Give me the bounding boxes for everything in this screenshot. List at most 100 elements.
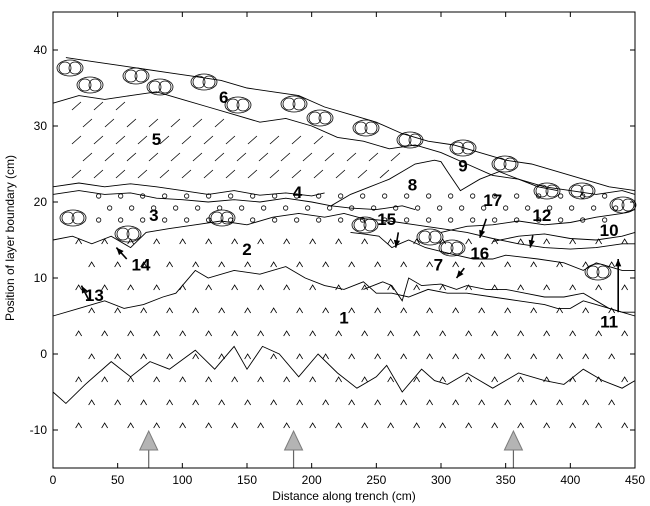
- chevron-mark: [101, 330, 108, 337]
- unit-label-14: 14: [131, 255, 150, 274]
- boundary-b1-2: [52, 266, 636, 317]
- chevron-mark: [244, 307, 251, 314]
- pebble-symbol: [354, 121, 368, 135]
- layer-boundaries: [52, 57, 636, 405]
- trefoil-symbol: [404, 193, 410, 199]
- boundary-b7-top: [350, 231, 635, 271]
- chevron-mark: [504, 307, 511, 314]
- y-tick-label: 0: [40, 347, 47, 361]
- x-tick-label: 250: [366, 473, 386, 487]
- trefoil-symbol: [536, 193, 542, 199]
- pebble-symbol: [621, 198, 635, 212]
- triangle-marker: [503, 429, 524, 451]
- pebble-outline: [56, 59, 84, 77]
- chevron-mark: [322, 399, 329, 406]
- trefoil-symbol: [613, 205, 619, 211]
- dash-mark: [291, 169, 302, 179]
- trefoil-symbol: [118, 193, 124, 199]
- x-tick-label: 150: [237, 473, 257, 487]
- pebble-symbol: [202, 75, 216, 89]
- chevron-mark: [400, 261, 407, 268]
- chevron-mark: [491, 376, 498, 383]
- trefoil-symbol: [569, 205, 575, 211]
- dash-mark: [137, 169, 148, 179]
- pebble-symbol: [611, 198, 625, 212]
- chevron-mark: [205, 238, 212, 245]
- chevron-mark: [88, 307, 95, 314]
- chevron-mark: [582, 399, 589, 406]
- chevron-mark: [192, 353, 199, 360]
- boundary-top: [65, 57, 636, 192]
- chevron-mark: [75, 284, 82, 291]
- trefoil-symbol: [602, 193, 608, 199]
- x-tick-label: 200: [302, 473, 322, 487]
- chevron-mark: [530, 261, 537, 268]
- dash-mark: [192, 118, 203, 128]
- chevron-mark: [413, 376, 420, 383]
- trefoil-symbol: [239, 205, 245, 211]
- trefoil-symbol: [514, 193, 520, 199]
- chevron-mark: [400, 399, 407, 406]
- pebble-symbol: [545, 184, 559, 198]
- pebble-symbol: [418, 230, 432, 244]
- chevron-mark: [283, 376, 290, 383]
- unit-label-17: 17: [483, 191, 502, 210]
- chevron-mark: [465, 330, 472, 337]
- triangle-marker: [138, 429, 159, 451]
- chevron-mark: [517, 330, 524, 337]
- trefoil-symbol: [492, 193, 498, 199]
- chevron-mark: [179, 238, 186, 245]
- chevron-mark: [478, 353, 485, 360]
- arrow-head-16: [456, 270, 464, 278]
- chevron-mark: [543, 284, 550, 291]
- boundary-b2-3: [52, 212, 635, 250]
- chevron-mark: [439, 330, 446, 337]
- chevron-mark: [426, 261, 433, 268]
- pebble-outline: [491, 155, 519, 173]
- dash-mark: [71, 135, 82, 145]
- unit-label-12: 12: [532, 206, 551, 225]
- chevron-mark: [114, 399, 121, 406]
- unit-label-9: 9: [458, 157, 467, 176]
- chevron-mark: [335, 376, 342, 383]
- chevron-mark: [244, 399, 251, 406]
- chevron-mark: [335, 330, 342, 337]
- chevron-mark: [140, 261, 147, 268]
- chevron-mark: [491, 422, 498, 429]
- chevron-mark: [270, 353, 277, 360]
- chevron-mark: [491, 284, 498, 291]
- chevron-mark: [452, 399, 459, 406]
- chevron-mark: [439, 422, 446, 429]
- dash-mark: [192, 152, 203, 162]
- chevron-mark: [543, 330, 550, 337]
- chevron-mark: [75, 422, 82, 429]
- chevron-mark: [517, 238, 524, 245]
- y-tick-label: 20: [34, 195, 48, 209]
- chevron-mark: [556, 399, 563, 406]
- chevron-mark: [179, 422, 186, 429]
- chevron-mark: [231, 376, 238, 383]
- chevron-mark: [244, 261, 251, 268]
- dash-mark: [159, 169, 170, 179]
- unit-label-5: 5: [152, 130, 161, 149]
- chevron-mark: [166, 307, 173, 314]
- dash-mark: [214, 152, 225, 162]
- chevron-mark: [543, 422, 550, 429]
- chevron-mark: [452, 261, 459, 268]
- dash-mark: [247, 135, 258, 145]
- pebble-symbol: [116, 227, 130, 241]
- pebble-outline: [351, 216, 379, 234]
- chevron-mark: [361, 238, 368, 245]
- unit-label-4: 4: [293, 183, 303, 202]
- chevron-mark: [257, 422, 264, 429]
- y-axis-title: Position of layer boundary (cm): [3, 155, 17, 321]
- trefoil-symbol: [514, 217, 520, 223]
- chevron-mark: [153, 238, 160, 245]
- chevron-mark: [101, 284, 108, 291]
- trefoil-symbol: [316, 217, 322, 223]
- chevron-mark: [478, 307, 485, 314]
- trefoil-symbol: [558, 193, 564, 199]
- trefoil-symbol: [437, 205, 443, 211]
- trefoil-symbol: [503, 205, 509, 211]
- trefoil-symbol: [459, 205, 465, 211]
